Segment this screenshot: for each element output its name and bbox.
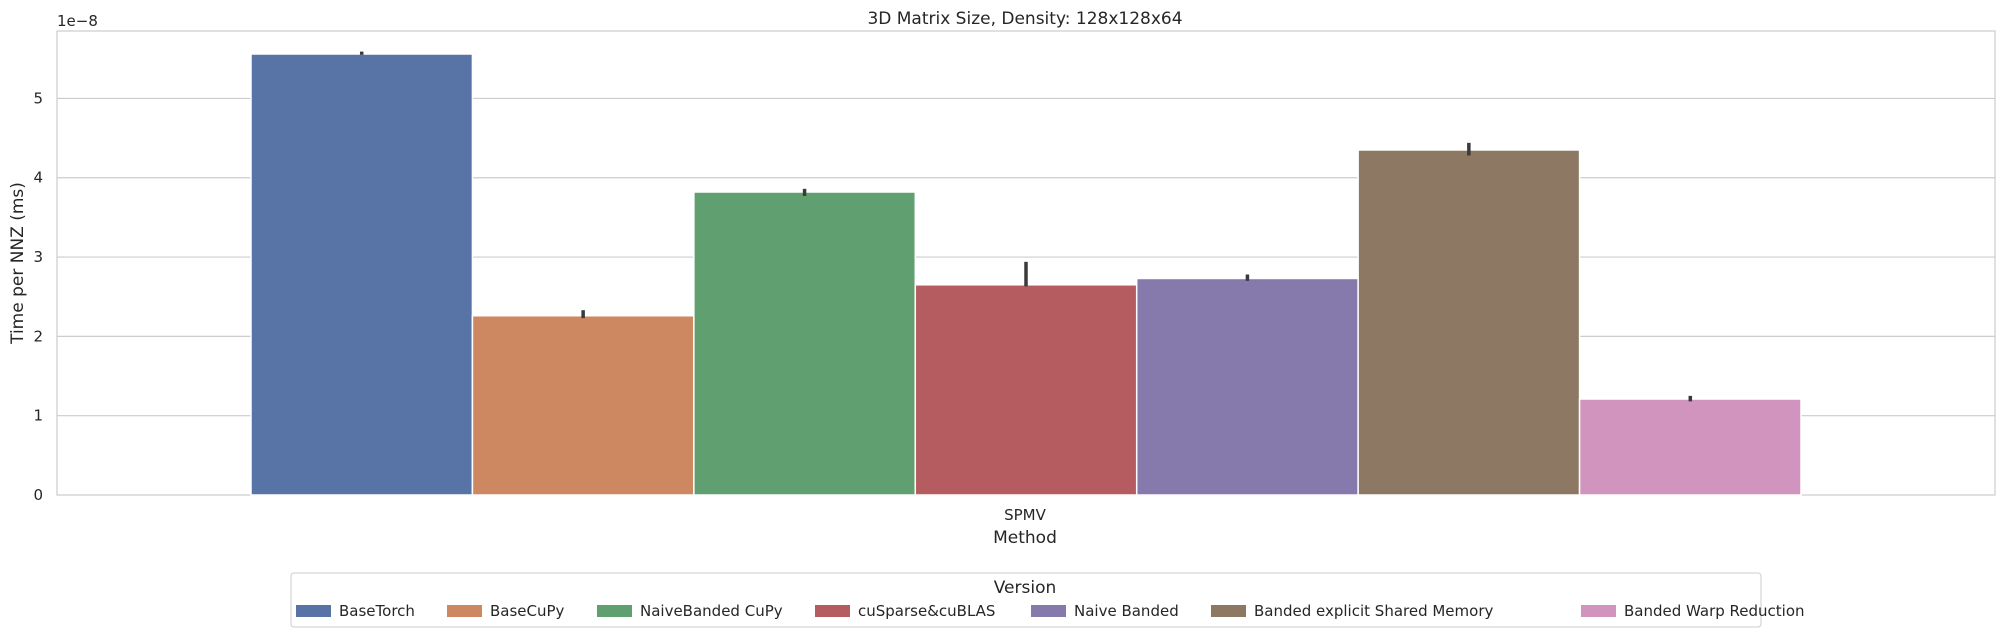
bar-4 (914, 284, 1138, 496)
legend-item: cuSparse&cuBLAS (815, 602, 995, 620)
bar-1 (250, 53, 474, 496)
legend-swatch (815, 605, 850, 617)
y-tick-label: 1 (33, 407, 43, 425)
legend-item: BaseTorch (296, 602, 415, 620)
y-tick-labels: 0 1 2 3 4 5 (33, 89, 43, 504)
legend-label: Banded explicit Shared Memory (1254, 602, 1493, 620)
bar-2 (471, 314, 695, 496)
y-tick-label: 3 (33, 248, 43, 266)
legend-item: Naive Banded (1031, 602, 1179, 620)
bar-6 (1357, 149, 1581, 496)
x-tick-label: SPMV (1004, 506, 1047, 524)
legend-swatch (1031, 605, 1066, 617)
bar-3 (693, 191, 917, 496)
x-axis-label: Method (993, 528, 1057, 548)
legend-label: cuSparse&cuBLAS (858, 602, 995, 620)
y-tick-label: 5 (33, 89, 43, 107)
legend-swatch (1211, 605, 1246, 617)
y-tick-label: 4 (33, 169, 43, 187)
y-tick-label: 2 (33, 327, 43, 345)
bar-5 (1135, 277, 1359, 496)
legend-label: Banded Warp Reduction (1624, 602, 1805, 620)
y-scale-label: 1e−8 (57, 12, 98, 30)
bar-7 (1578, 398, 1802, 496)
legend-swatch (597, 605, 632, 617)
y-axis-label: Time per NNZ (ms) (8, 182, 28, 345)
error-bars-group (359, 51, 1693, 402)
bars-group (250, 53, 1802, 496)
legend-label: BaseTorch (339, 602, 415, 620)
legend-item: BaseCuPy (447, 602, 565, 620)
y-tick-label: 0 (33, 486, 43, 504)
legend-label: Naive Banded (1074, 602, 1179, 620)
legend-items: BaseTorch BaseCuPy NaiveBanded CuPy cuSpars… (296, 602, 1805, 620)
legend-label: BaseCuPy (490, 602, 565, 620)
chart-title: 3D Matrix Size, Density: 128x128x64 (867, 9, 1182, 29)
legend-swatch (447, 605, 482, 617)
legend-item: Banded explicit Shared Memory (1211, 602, 1493, 620)
legend-title: Version (994, 578, 1057, 598)
legend-swatch (1581, 605, 1616, 617)
legend-item: Banded Warp Reduction (1581, 602, 1805, 620)
legend-box (290, 572, 1762, 628)
legend-swatch (296, 605, 331, 617)
legend-item: NaiveBanded CuPy (597, 602, 783, 620)
legend-label: NaiveBanded CuPy (640, 602, 783, 620)
